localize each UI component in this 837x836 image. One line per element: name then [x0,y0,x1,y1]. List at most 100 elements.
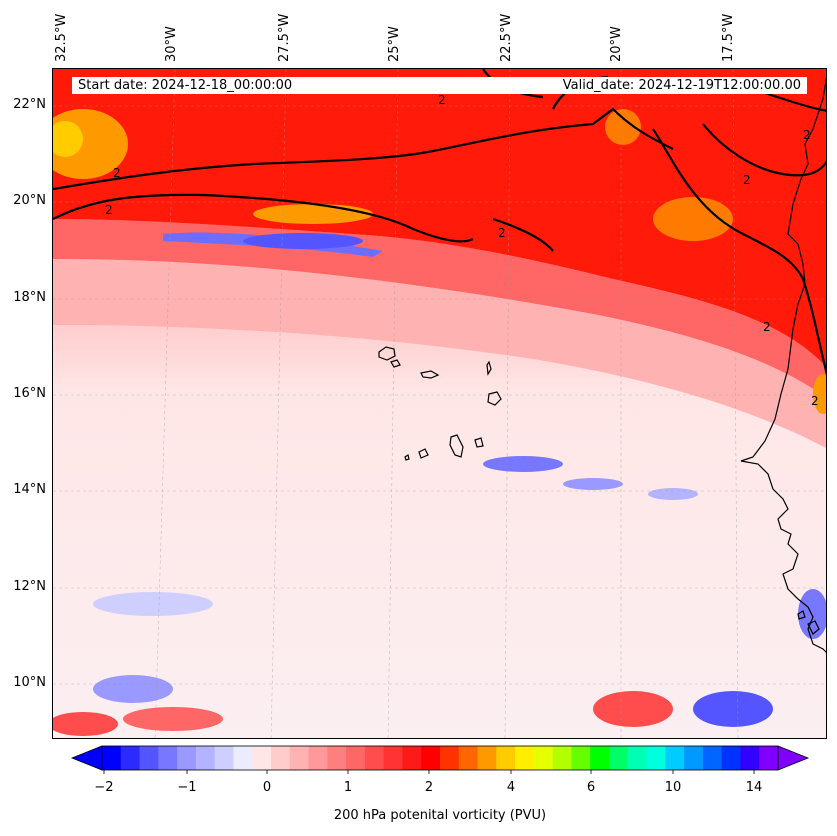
contour-label-7: 2 [763,320,771,334]
colorbar-tick-label: −1 [177,780,197,795]
pv-blob-4 [93,592,213,616]
colorbar-segment [327,746,347,770]
colorbar-tick-label: 10 [664,780,682,795]
colorbar-label: 200 hPa potenital vorticity (PVU) [333,808,547,823]
colorbar-segment [102,746,122,770]
pv-blob-1 [483,456,563,472]
island-sao-vicente [390,359,401,368]
lon-label-22-5w: 22.5°W [499,13,514,62]
pv-field-svg: 2 2 2 2 2 2 2 2 [53,69,826,738]
colorbar-segment [252,746,272,770]
pv-blob-5 [93,675,173,703]
lon-label-17-5w: 17.5°W [721,13,736,62]
colorbar-segment [308,746,328,770]
africa-coast [740,77,826,653]
colorbar-segment [740,746,760,770]
colorbar-segment [233,746,253,770]
colorbar-segment [665,746,685,770]
lat-label-12n: 12°N [13,579,46,594]
contour-label-6: 2 [803,128,811,142]
lat-label-16n: 16°N [13,386,46,401]
colorbar-segment [646,746,666,770]
colorbar-segment [759,746,779,770]
colorbar-segment [590,746,610,770]
island-sal [486,360,492,376]
colorbar-segment [533,746,554,770]
colorbar-extend-min [70,745,103,771]
pv-patch-yellow-1 [53,121,83,157]
pv-map: 2 2 2 2 2 2 2 2 [52,68,827,739]
bijagos-1 [807,620,820,635]
colorbar-tick-label: 1 [343,780,353,795]
pv-blob-7 [593,691,673,727]
colorbar-segment [383,746,403,770]
colorbar-segment [271,746,291,770]
colorbar-segment [402,746,422,770]
colorbar-tick-label: −2 [94,780,114,795]
colorbar-segment [177,746,197,770]
colorbar-segment [139,746,159,770]
colorbar-segment [552,746,572,770]
pv-low-band [53,259,826,448]
island-santo-antao [378,346,396,361]
colorbar-segment [195,746,216,770]
colorbar-segment [477,746,497,770]
coastline [378,77,826,653]
colorbar-tick-label: 0 [262,780,272,795]
pv-patch-orange-5 [813,374,826,414]
contour-label-8: 2 [811,394,819,408]
gridlines [53,69,826,738]
pv-patch-orange-2 [253,204,373,224]
colorbar-segment [421,746,441,770]
colorbar-segment [515,746,535,770]
pv-high-band [53,69,826,367]
island-fogo [418,448,429,459]
contour-label-1: 2 [113,166,121,180]
colorbar-segment [571,746,591,770]
colorbar-segment [440,746,460,770]
colorbar-segments [70,745,810,774]
island-boa-vista [487,391,502,406]
lat-label-10n: 10°N [13,675,46,690]
colorbar-outline [101,745,779,771]
colorbar-segment [364,746,385,770]
colorbar-segment [721,746,741,770]
pv-blob-6 [123,707,223,731]
colorbar-segment [609,746,629,770]
valid-date: Valid_date: 2024-12-19T12:00:00.00 [562,78,801,93]
bijagos-2 [797,610,806,620]
colorbar-tick-label: 6 [586,780,596,795]
lon-label-27-5w: 27.5°W [277,13,292,62]
island-brava [404,454,410,461]
colorbar-extend-max [777,745,810,771]
pv-patch-orange-4 [605,109,641,145]
pv-blob-8 [693,691,773,727]
colorbar-segment [158,746,178,770]
contour-label-2: 2 [105,203,113,217]
pv-blob-2 [563,478,623,490]
colorbar-segment [214,746,234,770]
island-santiago [449,434,464,458]
island-maio [474,437,484,448]
colorbar-tick-label: 4 [506,780,516,795]
lon-label-30w: 30°W [164,26,179,62]
colorbar-tick-label: 14 [745,780,763,795]
lat-label-22n: 22°N [13,97,46,112]
pv-mid-band [53,219,826,398]
date-banner: Start date: 2024-12-18_00:00:00 Valid_da… [72,77,807,94]
colorbar-segment [120,746,141,770]
contour-label-3: 2 [438,93,446,107]
colorbar-tick-label: 2 [424,780,434,795]
pv-blob-10 [53,712,118,736]
pv-contour-2 [53,69,826,376]
lat-label-14n: 14°N [13,482,46,497]
colorbar-segment [289,746,310,770]
pv-patch-orange-3 [653,197,733,241]
pv-negative-core [243,233,363,249]
lat-label-18n: 18°N [13,290,46,305]
lon-label-20w: 20°W [609,26,624,62]
colorbar-segment [346,746,366,770]
contour-label-5: 2 [743,173,751,187]
colorbar-segment [702,746,723,770]
lon-label-32-5w: 32.5°W [54,13,69,62]
